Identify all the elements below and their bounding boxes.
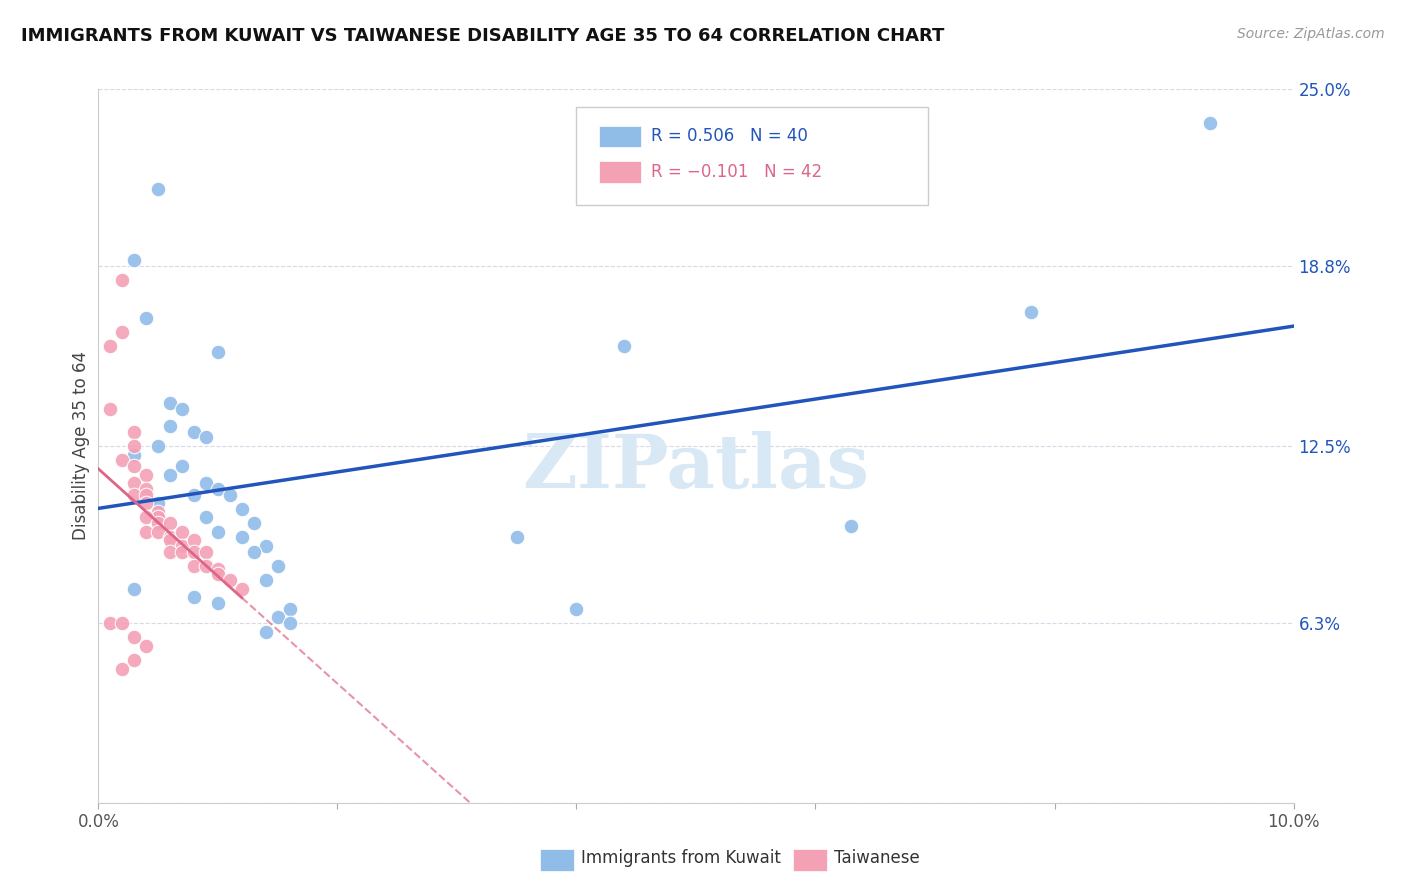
Point: [278, 615, 301, 630]
Point: [219, 573, 242, 587]
Point: [111, 325, 134, 339]
Point: [124, 448, 146, 462]
Point: [111, 615, 134, 630]
Point: [195, 558, 218, 573]
Point: [135, 639, 157, 653]
Point: [111, 662, 134, 676]
Text: IMMIGRANTS FROM KUWAIT VS TAIWANESE DISABILITY AGE 35 TO 64 CORRELATION CHART: IMMIGRANTS FROM KUWAIT VS TAIWANESE DISA…: [21, 27, 945, 45]
Point: [1019, 305, 1042, 319]
Point: [124, 487, 146, 501]
Point: [148, 182, 170, 196]
Point: [207, 596, 229, 610]
Point: [231, 530, 253, 544]
Point: [195, 510, 218, 524]
Point: [159, 419, 181, 434]
Point: [172, 544, 194, 558]
Point: [100, 615, 122, 630]
Text: Immigrants from Kuwait: Immigrants from Kuwait: [581, 849, 780, 867]
Point: [135, 524, 157, 539]
Point: [231, 582, 253, 596]
Text: R = 0.506   N = 40: R = 0.506 N = 40: [651, 128, 808, 145]
Point: [506, 530, 529, 544]
Point: [195, 430, 218, 444]
Point: [172, 458, 194, 473]
Point: [148, 524, 170, 539]
Point: [207, 344, 229, 359]
Point: [183, 591, 205, 605]
Point: [207, 562, 229, 576]
Point: [100, 339, 122, 353]
Point: [172, 539, 194, 553]
Point: [148, 510, 170, 524]
Point: [148, 439, 170, 453]
Point: [148, 505, 170, 519]
Point: [183, 487, 205, 501]
Y-axis label: Disability Age 35 to 64: Disability Age 35 to 64: [72, 351, 90, 541]
Point: [159, 467, 181, 482]
Point: [124, 458, 146, 473]
Point: [207, 524, 229, 539]
Point: [124, 582, 146, 596]
Point: [183, 558, 205, 573]
Point: [135, 496, 157, 510]
Point: [841, 519, 863, 533]
Point: [135, 487, 157, 501]
Point: [135, 467, 157, 482]
Point: [159, 533, 181, 548]
Text: ZIPatlas: ZIPatlas: [523, 431, 869, 504]
Point: [1198, 116, 1220, 130]
Point: [565, 601, 588, 615]
Point: [243, 516, 266, 530]
Point: [183, 533, 205, 548]
Point: [172, 401, 194, 416]
Point: [124, 653, 146, 667]
Point: [148, 496, 170, 510]
Point: [613, 339, 636, 353]
Point: [124, 425, 146, 439]
Point: [254, 624, 277, 639]
Point: [124, 439, 146, 453]
Text: Source: ZipAtlas.com: Source: ZipAtlas.com: [1237, 27, 1385, 41]
Point: [254, 539, 277, 553]
Point: [195, 476, 218, 491]
Point: [111, 453, 134, 467]
Point: [124, 253, 146, 268]
Point: [278, 601, 301, 615]
Point: [111, 273, 134, 287]
Point: [183, 544, 205, 558]
Point: [124, 630, 146, 644]
Point: [267, 558, 290, 573]
Point: [159, 396, 181, 410]
Point: [231, 501, 253, 516]
Point: [254, 573, 277, 587]
Point: [135, 510, 157, 524]
Point: [135, 310, 157, 325]
Point: [207, 482, 229, 496]
Point: [124, 476, 146, 491]
Point: [207, 567, 229, 582]
Point: [135, 482, 157, 496]
Point: [159, 530, 181, 544]
Point: [183, 425, 205, 439]
Point: [100, 401, 122, 416]
Point: [195, 544, 218, 558]
Point: [267, 610, 290, 624]
Text: R = −0.101   N = 42: R = −0.101 N = 42: [651, 163, 823, 181]
Text: Taiwanese: Taiwanese: [834, 849, 920, 867]
Point: [148, 516, 170, 530]
Point: [172, 524, 194, 539]
Point: [159, 544, 181, 558]
Point: [243, 544, 266, 558]
Point: [159, 516, 181, 530]
Point: [219, 487, 242, 501]
